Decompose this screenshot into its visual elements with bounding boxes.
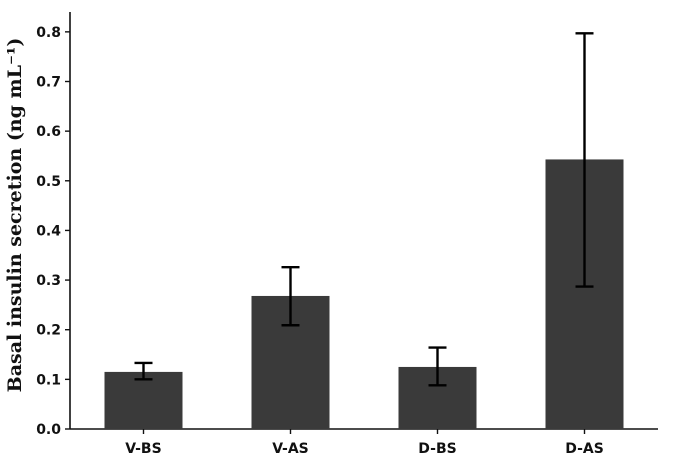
x-tick-label: V-BS <box>125 441 161 457</box>
error-bars <box>134 32 594 387</box>
y-tick-label: 0.6 <box>36 124 61 140</box>
y-axis-title: Basal insulin secretion (ng mL⁻¹) <box>4 38 26 393</box>
y-tick-label: 0.4 <box>36 223 61 239</box>
bar <box>104 371 183 429</box>
y-tick-label: 0.2 <box>36 323 61 339</box>
x-tick-label: D-AS <box>565 441 604 457</box>
y-tick-label: 0.0 <box>36 422 61 438</box>
x-tick-label: V-AS <box>272 441 309 457</box>
labels: 0.0 0.1 0.2 0.3 0.4 0.5 0.6 0.7 0.8 V-BS V-AS D-BS D… <box>36 25 604 457</box>
y-tick-label: 0.3 <box>36 273 61 289</box>
y-tick-label: 0.7 <box>36 75 61 91</box>
y-tick-label: 0.1 <box>36 372 61 388</box>
y-tick-label: 0.8 <box>36 25 61 41</box>
x-tick-label: D-BS <box>418 441 456 457</box>
y-tick-label: 0.5 <box>36 174 61 190</box>
bars <box>104 159 624 430</box>
